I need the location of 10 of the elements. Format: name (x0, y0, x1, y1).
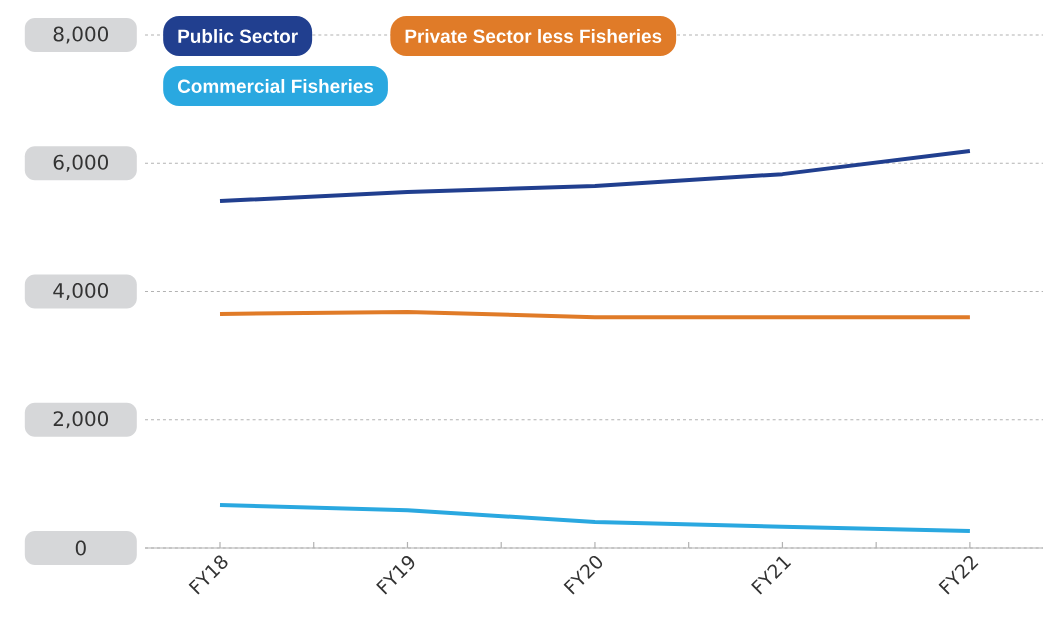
y-tick-label: 6,000 (53, 154, 108, 172)
y-tick-label: 4,000 (53, 282, 108, 301)
text: Commercial Fisheries (177, 79, 374, 93)
y-tick-label: 8,000 (53, 26, 108, 44)
line-series (218, 149, 972, 204)
y-tick-label: 2,000 (53, 411, 108, 429)
text: Public Sector (178, 29, 298, 43)
line-series (218, 503, 972, 533)
text: Private Sector less Fisheries (405, 29, 662, 43)
y-tick-label: 0 (75, 540, 86, 556)
